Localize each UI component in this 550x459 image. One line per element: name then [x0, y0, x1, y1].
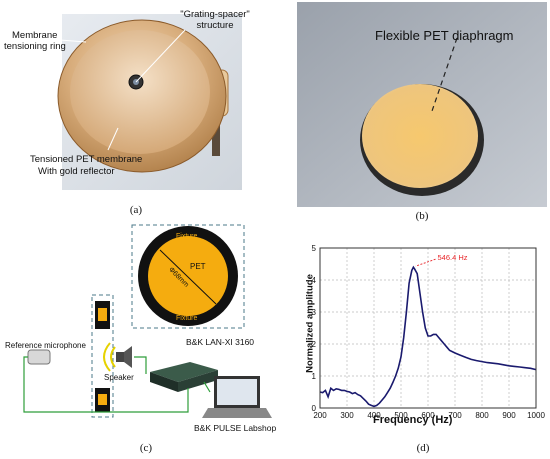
x-tick-label: 400 — [367, 411, 381, 420]
x-tick-label: 600 — [421, 411, 435, 420]
x-tick-label: 800 — [475, 411, 489, 420]
peak-annotation: 546.4 Hz — [438, 253, 468, 262]
y-tick-label: 5 — [312, 244, 317, 253]
panel-b: Flexible PET diaphragm — [297, 2, 547, 207]
x-axis-label: Frequency (Hz) — [373, 414, 453, 426]
software-label: B&K PULSE Labshop — [194, 423, 277, 433]
label-ring-1: Membrane — [12, 30, 58, 41]
panel-a-photo — [57, 14, 242, 190]
frequency-chart: 200 300 400 500 600 700 800 900 1000 0 1 2 3 4 5 546.4… — [312, 244, 546, 420]
y-axis-label: Normalized amplitude — [304, 274, 316, 373]
label-grating-2: structure — [196, 20, 234, 31]
y-tick-label: 1 — [312, 372, 317, 381]
annotation-arrow — [415, 258, 436, 267]
x-tick-label: 1000 — [527, 411, 545, 420]
label-membrane-2: With gold reflector — [38, 166, 115, 177]
x-tick-label: 200 — [313, 411, 327, 420]
x-tick-label: 300 — [340, 411, 354, 420]
x-tick-label: 900 — [502, 411, 516, 420]
sublabel-a: (a) — [129, 204, 143, 216]
series-line — [319, 265, 537, 408]
label-ring-2: tensioning ring — [4, 41, 66, 52]
panel-a: Membrane tensioning ring "Grating-spacer… — [0, 0, 250, 200]
ref-mic-label: Reference microphone — [5, 341, 86, 350]
x-tick-label: 700 — [448, 411, 462, 420]
y-tick-label: 4 — [312, 276, 317, 285]
panel-b-photo — [297, 2, 547, 207]
laptop-icon — [202, 376, 272, 418]
label-grating-1: "Grating-spacer" — [180, 9, 250, 20]
pet-membrane — [70, 30, 210, 154]
panel-d: 200 300 400 500 600 700 800 900 1000 0 1 2 3 4 5 546.4… — [298, 240, 548, 430]
panel-c: Fixture Fixture PET Φ68mm Reference micr… — [0, 222, 300, 440]
fixture-bottom-label: Fixture — [176, 315, 198, 322]
sublabel-c: (c) — [139, 442, 153, 454]
reference-microphone — [27, 349, 51, 365]
speaker-icon — [103, 342, 132, 372]
sublabel-b: (b) — [415, 210, 429, 222]
y-tick-label: 2 — [312, 340, 317, 349]
daq-unit — [150, 362, 218, 392]
panel-c-diagram — [23, 224, 272, 418]
daq-label: B&K LAN-XI 3160 — [186, 337, 255, 347]
label-diaphragm: Flexible PET diaphragm — [375, 28, 514, 43]
y-tick-label: 0 — [312, 404, 317, 413]
sublabel-d: (d) — [416, 442, 430, 454]
y-tick-label: 3 — [312, 308, 317, 317]
fixture-top-label: Fixture — [176, 233, 198, 240]
speaker-label: Speaker — [104, 373, 134, 382]
x-tick-label: 500 — [394, 411, 408, 420]
label-membrane-1: Tensioned PET membrane — [30, 154, 143, 165]
pet-label: PET — [190, 262, 206, 271]
